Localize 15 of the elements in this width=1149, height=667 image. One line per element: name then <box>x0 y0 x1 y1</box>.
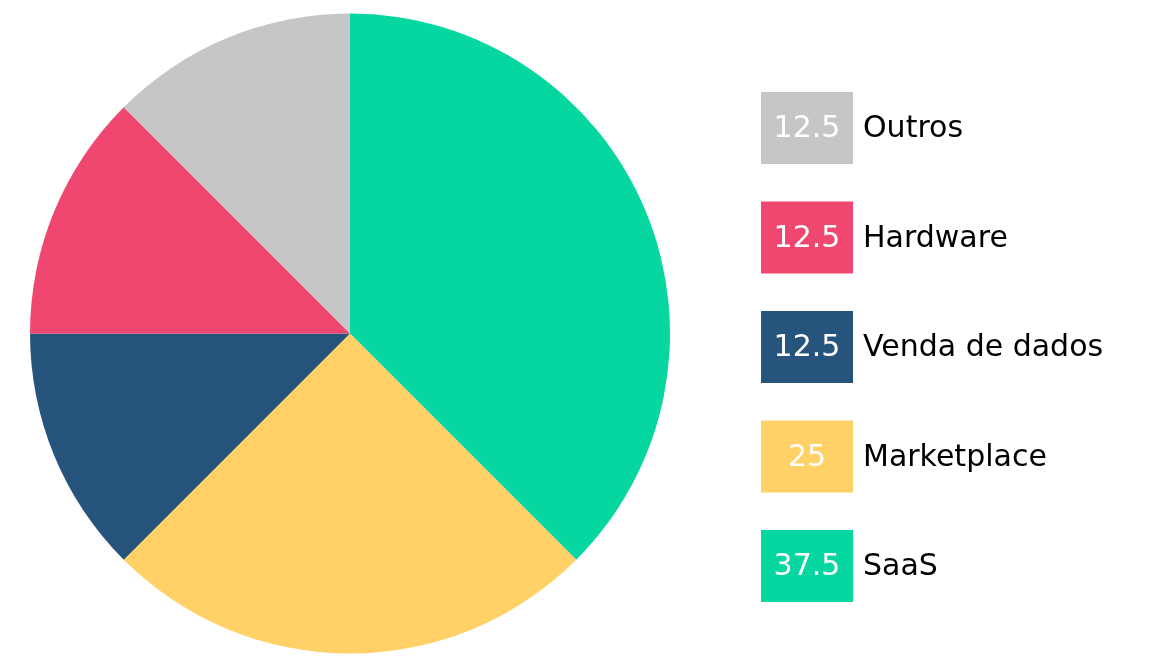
data-label: 25 <box>787 437 827 473</box>
legend-label: SaaS <box>863 547 938 582</box>
pie-slice <box>123 333 577 653</box>
data-label: 37.5 <box>773 547 841 582</box>
data-label: 12.5 <box>773 328 841 363</box>
pie-slice <box>30 333 350 560</box>
data-label: 12.5 <box>773 218 841 254</box>
pie-slice <box>123 13 350 334</box>
legend-label: Venda de dados <box>863 328 1104 363</box>
legend-label: Hardware <box>863 218 1008 254</box>
legend-label: Outros <box>863 109 964 144</box>
data-label: 12.5 <box>773 109 841 144</box>
pie-slice <box>30 107 350 334</box>
pie-slice <box>350 13 670 560</box>
legend-label: Marketplace <box>863 437 1047 473</box>
